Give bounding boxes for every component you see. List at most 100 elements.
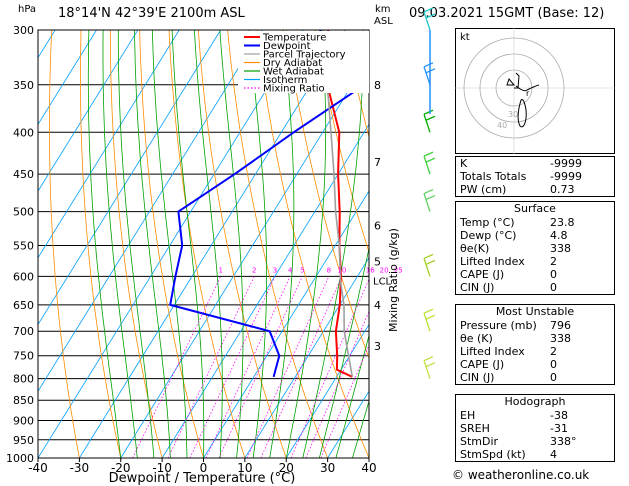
hodo-row: StmDir 338°	[460, 435, 577, 448]
x-axis-label: Dewpoint / Temperature (°C)	[109, 471, 296, 486]
copyright-footer: © weatheronline.co.uk	[452, 468, 590, 482]
parcel-trajectory-profile	[323, 30, 354, 378]
pressure-tick-label: 700	[13, 325, 34, 338]
km-tick-label: 8	[374, 79, 381, 92]
pressure-tick-label: 800	[13, 373, 34, 386]
wet-adiabat-line	[102, 30, 138, 458]
hodograph-trace	[514, 72, 520, 89]
mixing-ratio-label: 10	[337, 266, 346, 274]
pressure-tick-label: 750	[13, 350, 34, 363]
surface-row: θe(K) 338	[460, 242, 571, 255]
isotherm-line	[244, 257, 369, 458]
wet-adiabat-line	[219, 30, 244, 458]
mixing-ratio-line	[167, 276, 255, 458]
km-tick-label: 7	[374, 156, 381, 169]
mixing-ratio-label: 16	[366, 266, 375, 274]
mixing-ratio-line	[305, 310, 369, 458]
hpa-unit-label: hPa	[18, 4, 37, 15]
dry-adiabat-line	[48, 30, 80, 458]
surface-row: CAPE (J) 0	[460, 268, 557, 281]
x-tick-label: 20	[279, 461, 294, 475]
wind-barb	[423, 193, 431, 212]
wet-adiabat-line	[151, 30, 188, 458]
pressure-tick-label: 650	[13, 299, 34, 312]
hodo-row: StmSpd (kt) 4	[460, 448, 557, 461]
mixing-ratio-label: 1	[218, 266, 222, 274]
mu-row: Pressure (mb) 796	[460, 319, 571, 332]
mixing-ratio-line	[246, 276, 330, 458]
isotherm-line	[38, 30, 304, 458]
surface-row: Temp (°C) 23.8	[460, 216, 575, 229]
x-tick-label: -40	[28, 461, 48, 475]
x-tick-label: 30	[320, 461, 335, 475]
indices-table: K -9999 Totals Totals -9999 PW (cm) 0.73	[455, 156, 615, 197]
wind-barb	[423, 360, 431, 379]
x-tick-label: 0	[200, 461, 208, 475]
dry-adiabat-line	[285, 30, 369, 359]
mixing-ratio-line	[132, 276, 222, 458]
km-tick-label: 5	[374, 255, 381, 268]
mixing-ratio-line	[290, 278, 369, 458]
isotherm-line	[120, 56, 369, 458]
isotherm-line	[38, 30, 180, 259]
isotherm-line	[285, 323, 369, 458]
mu-row: Lifted Index 2	[460, 345, 557, 358]
pressure-tick-label: 600	[13, 270, 34, 283]
legend-entry: Parcel Trajectory	[263, 50, 346, 61]
wind-barb	[423, 66, 431, 86]
mixing-ratio-label: 3	[273, 266, 277, 274]
mu-row: CIN (J) 0	[460, 371, 557, 384]
mu-row: θe (K) 338	[460, 332, 571, 345]
surface-title: Surface	[514, 202, 556, 215]
mixing-ratio-line	[260, 276, 343, 458]
wet-adiabat-line	[248, 30, 267, 458]
wet-adiabat-line	[285, 30, 327, 458]
mixing-ratio-line	[320, 344, 369, 458]
mixing-ratio-label: 5	[300, 266, 304, 274]
wet-adiabat-line	[335, 334, 369, 458]
surface-table: Surface Temp (°C) 23.8 Dewp (°C) 4.8 θe(K)…	[455, 201, 615, 295]
pressure-tick-label: 850	[13, 394, 34, 407]
wet-adiabat-line	[194, 30, 223, 458]
hodo-row: SREH -31	[460, 422, 568, 435]
km-unit-label: km	[375, 4, 391, 15]
isotherm-line	[38, 30, 97, 126]
svg-text:r: r	[526, 89, 530, 98]
isotherm-line	[38, 30, 139, 192]
dry-adiabat-line	[80, 30, 122, 458]
location-title: 18°14'N 42°39'E 2100m ASL	[58, 6, 245, 21]
mixing-ratio-label: 8	[327, 266, 331, 274]
mu-row: CAPE (J) 0	[460, 358, 557, 371]
mixing-ratio-axis-label: Mixing Ratio (g/kg)	[387, 228, 400, 332]
hodograph: kt 40 30 r	[455, 28, 615, 154]
mixing-ratio-label: 25	[394, 266, 403, 274]
wet-adiabat-line	[87, 30, 122, 458]
hodograph-unit-label: kt	[460, 32, 470, 43]
pressure-tick-label: 950	[13, 434, 34, 447]
hodo-ring-label-outer: 40	[497, 121, 507, 130]
pressure-tick-label: 450	[13, 168, 34, 181]
wind-barb	[423, 155, 431, 175]
asl-unit-label: ASL	[374, 16, 393, 27]
legend-entry: Dewpoint	[263, 41, 311, 52]
dry-adiabat-line	[109, 30, 163, 458]
wet-adiabat-line	[171, 30, 205, 458]
index-row: Totals Totals -9999	[460, 170, 582, 183]
wet-adiabat-line	[352, 399, 369, 458]
mixing-ratio-label: 2	[252, 266, 256, 274]
most-unstable-title: Most Unstable	[495, 305, 575, 318]
wind-barb	[423, 313, 431, 332]
legend-entry: Wet Adiabat	[263, 67, 324, 78]
legend-entry: Isotherm	[263, 75, 307, 86]
isotherm-line	[203, 190, 369, 458]
wet-adiabat-line	[134, 30, 171, 458]
hodo-row: EH -38	[460, 409, 568, 422]
datetime-title: 09.03.2021 15GMT (Base: 12)	[409, 6, 605, 21]
wind-barb	[423, 114, 431, 133]
x-tick-label: 40	[361, 461, 376, 475]
x-tick-label: 10	[237, 461, 252, 475]
hodograph-table-title: Hodograph	[504, 395, 566, 408]
surface-row: Dewp (°C) 4.8	[460, 229, 568, 242]
